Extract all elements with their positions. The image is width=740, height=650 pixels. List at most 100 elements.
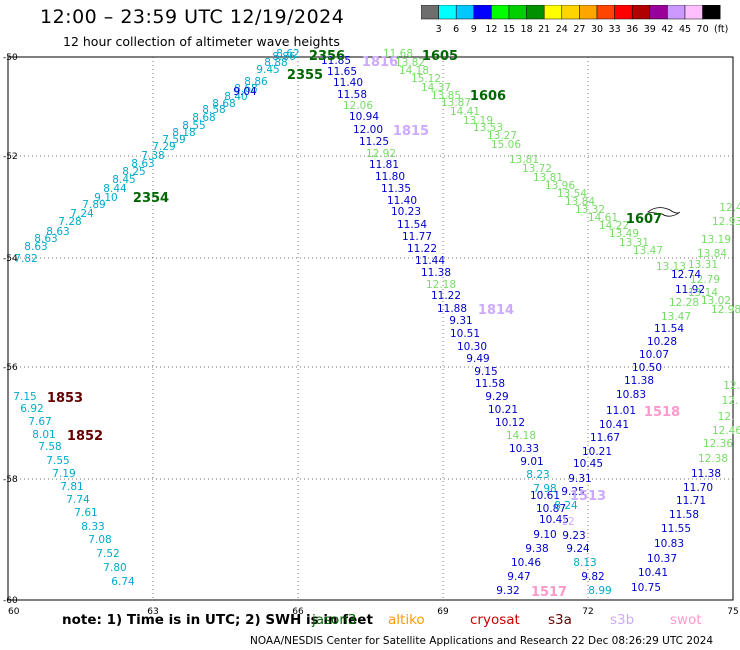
wave-height-value: 7.52	[96, 548, 119, 560]
wave-height-value: 12.98	[711, 304, 740, 316]
scale-label: 42	[661, 24, 673, 35]
wave-height-value: 9.31	[449, 315, 472, 327]
wave-height-value: 9.47	[507, 571, 530, 583]
wave-height-value: 10.21	[582, 446, 612, 458]
wave-height-value: 13.31	[688, 259, 718, 271]
wave-height-value: 13.19	[463, 115, 493, 127]
lat-label: -58	[3, 475, 18, 485]
wave-height-value: 10.45	[573, 458, 603, 470]
wave-height-value: 12.8	[723, 380, 740, 392]
wave-height-value: 7.55	[46, 455, 69, 467]
wave-height-value: 13.81	[533, 172, 563, 184]
wave-height-value: 8.63	[131, 158, 154, 170]
wave-height-value: 13.32	[575, 204, 605, 216]
lon-label: 69	[437, 607, 449, 617]
wave-height-value: 10.45	[539, 514, 569, 526]
wave-height-value: 13.96	[545, 180, 575, 192]
wave-height-value: 9.38	[525, 543, 548, 555]
wave-height-value: 11.40	[333, 77, 363, 89]
lon-label: 63	[147, 607, 158, 617]
wave-height-value: 11.80	[375, 171, 405, 183]
wave-height-value: 7.58	[38, 441, 61, 453]
wave-height-value: 13.82	[395, 57, 425, 69]
wave-height-value: 11.85	[321, 55, 351, 67]
wave-height-value: 12.74	[671, 269, 701, 281]
wave-height-value: 10.41	[638, 567, 668, 579]
wave-height-value: 13.31	[619, 237, 649, 249]
time-label: 1605	[422, 49, 458, 64]
wave-height-value: 8.13	[573, 557, 596, 569]
scale-label: 6	[453, 24, 459, 35]
wave-height-value: 10.46	[511, 557, 541, 569]
wave-height-value: 13.84	[565, 196, 595, 208]
wave-height-value: 15.06	[491, 139, 521, 151]
lat-label: -60	[3, 596, 18, 606]
wave-height-value: 7.80	[103, 562, 126, 574]
lon-label: 75	[727, 607, 738, 617]
wave-height-value: 8.86	[272, 51, 296, 63]
time-label: 2355	[287, 68, 323, 83]
scale-label: 70	[697, 24, 709, 35]
wave-height-value: 10.83	[616, 389, 646, 401]
wave-height-value: 7.15	[13, 391, 36, 403]
wave-height-value: 12.	[718, 411, 735, 423]
wave-height-value: 7.82	[14, 253, 37, 265]
wave-height-value: 10.94	[349, 111, 379, 123]
wave-height-value: 7.61	[74, 507, 97, 519]
wave-height-value: 9.23	[562, 530, 585, 542]
wave-height-value: 7.59	[162, 134, 185, 146]
wave-height-value: 10.50	[632, 362, 662, 374]
wave-height-value: 10.87	[536, 503, 566, 515]
wave-height-value: 8.33	[81, 521, 104, 533]
wave-height-value: 9.31	[568, 473, 591, 485]
wave-height-value: 9.10	[533, 529, 556, 541]
wave-height-value: 14.18	[399, 65, 429, 77]
wave-height-value: 11.22	[431, 290, 461, 302]
wave-height-value: 11.25	[359, 136, 389, 148]
footer-note: note: 1) Time is in UTC; 2) SWH is in fe…	[62, 612, 373, 628]
wave-height-value: 13.54	[557, 188, 587, 200]
time-label: 1517	[531, 585, 567, 600]
scale-label: 24	[556, 24, 568, 35]
wave-height-value: 11.54	[397, 219, 427, 231]
wave-height-value: 13.19	[701, 234, 731, 246]
wave-height-value: 7.29	[152, 141, 175, 153]
time-label: 1513	[570, 489, 606, 504]
lon-label: 66	[292, 607, 304, 617]
scale-label: 45	[679, 24, 691, 35]
map-frame	[7, 56, 734, 601]
scale-label: 27	[573, 24, 585, 35]
wave-height-value: 10.83	[654, 538, 684, 550]
wave-height-value: 11.65	[327, 66, 357, 78]
scale-label: 18	[521, 24, 533, 35]
scale-label: 9	[471, 24, 477, 35]
wave-height-value: 10.51	[450, 328, 480, 340]
wave-height-value: 9.24	[566, 543, 590, 555]
wave-height-value: 12.28	[669, 297, 699, 309]
wave-height-value: 12.4	[719, 202, 740, 214]
wave-height-value: 14.61	[588, 212, 618, 224]
wave-height-value: 9.49	[466, 353, 489, 365]
wave-height-value: 8.68	[234, 83, 257, 95]
wave-height-value: 7.08	[88, 534, 111, 546]
wave-height-value: 11.70	[683, 482, 713, 494]
wave-height-value: 12.79	[690, 274, 720, 286]
wave-height-value: 7.89	[82, 199, 105, 211]
wave-height-value: 12.93	[712, 216, 740, 228]
scale-label: 3	[436, 24, 442, 35]
wave-height-value: 10.61	[530, 490, 560, 502]
color-scale-legend: 3 6 9 12 15 18 21 24 27 30 33 36 39 42 45 70 (ft)	[421, 5, 728, 35]
wave-height-value: 10.30	[457, 341, 487, 353]
wave-height-value: 13.87	[441, 97, 471, 109]
wave-height-value: 10.12	[495, 417, 525, 429]
wave-height-value: 8.23	[526, 469, 549, 481]
legend-altiko: altiko	[388, 612, 425, 628]
wave-height-value: 15.12	[411, 73, 441, 85]
wave-height-value: 11.40	[387, 195, 417, 207]
time-label: 1607	[626, 212, 662, 227]
scale-label: 21	[538, 24, 550, 35]
scale-label: 33	[609, 24, 621, 35]
wave-height-value: 8.44	[103, 183, 127, 195]
time-label: 1852	[67, 429, 103, 444]
